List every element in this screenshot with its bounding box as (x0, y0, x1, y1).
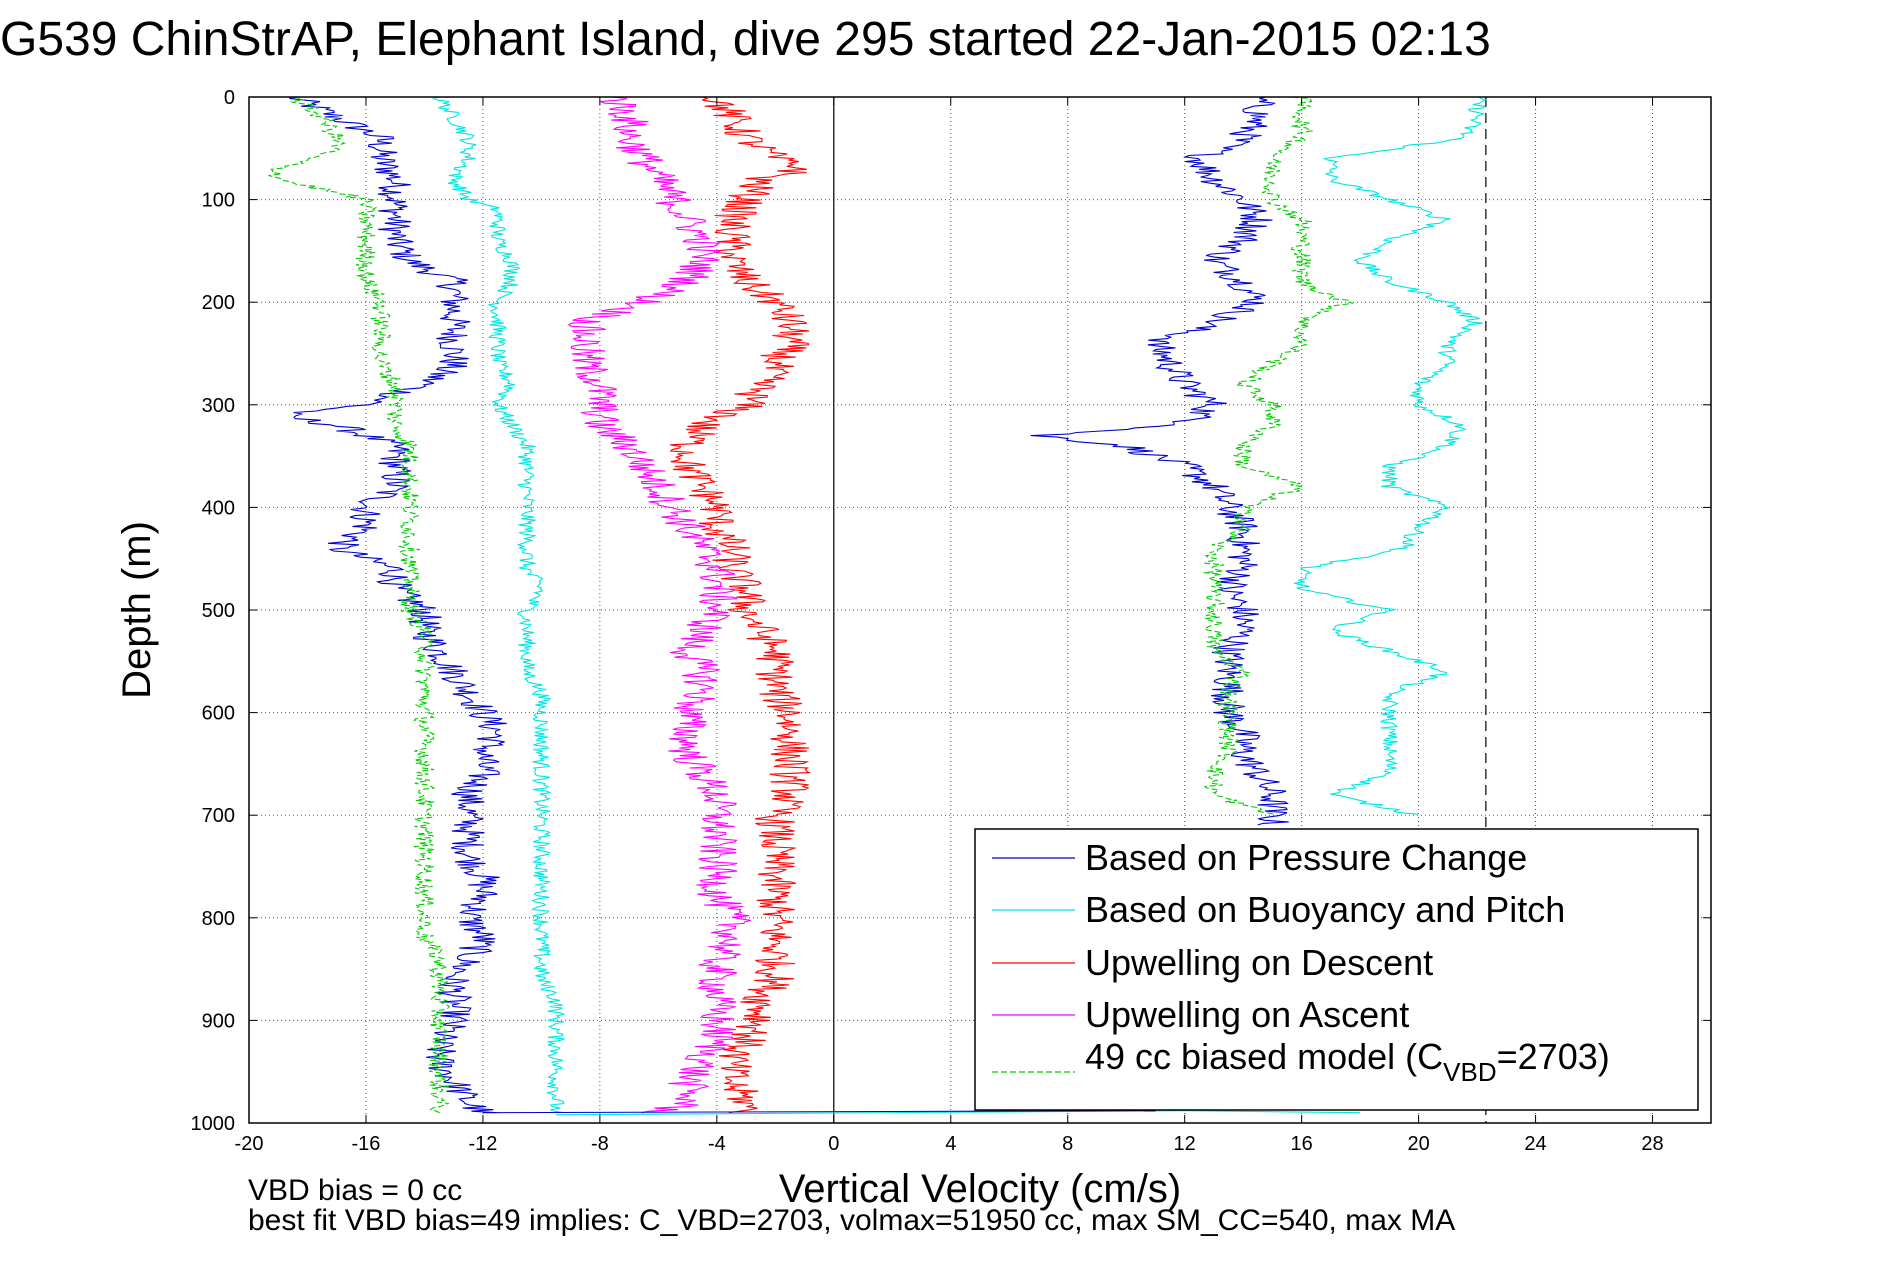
legend: Based on Pressure Change Based on Buoyanc… (974, 828, 1699, 1111)
x-tick-label: 4 (945, 1133, 956, 1155)
x-tick-label: -12 (468, 1133, 497, 1155)
y-tick-label: 300 (202, 395, 235, 417)
x-tick-label: 24 (1524, 1133, 1546, 1155)
x-tick-label: 16 (1291, 1133, 1313, 1155)
x-tick-label: -16 (352, 1133, 381, 1155)
x-tick-label: 20 (1407, 1133, 1429, 1155)
series-line-based-on-buoyancy-and-pitch (1293, 96, 1488, 815)
x-tick-label: 12 (1174, 1133, 1196, 1155)
x-tick-label: -4 (708, 1133, 726, 1155)
best-fit-note: best fit VBD bias=49 implies: C_VBD=2703… (248, 1204, 1455, 1237)
y-tick-label: 0 (224, 87, 235, 109)
series-line-49-cc-biased-model-cvbd-2703- (268, 96, 451, 1114)
series-line-based-on-pressure-change (289, 96, 507, 1114)
series-line-based-on-pressure-change (1030, 96, 1289, 826)
y-ticks: 0 100 200 300 400 500 600 700 800 900 1000 (191, 87, 1711, 1135)
legend-label: Upwelling on Descent (1085, 942, 1433, 983)
y-axis-label: Depth (m) (115, 521, 159, 699)
x-tick-label: 0 (828, 1133, 839, 1155)
legend-label: Upwelling on Ascent (1085, 994, 1409, 1035)
x-tick-label: 28 (1641, 1133, 1663, 1155)
series-line-upwelling-on-ascent (567, 96, 751, 1114)
legend-items: Based on Pressure Change Based on Buoyanc… (992, 837, 1610, 1087)
y-tick-label: 1000 (191, 1113, 236, 1135)
series-line-49-cc-biased-model-cvbd-2703- (1203, 96, 1354, 815)
y-tick-label: 700 (202, 805, 235, 827)
legend-label: 49 cc biased model (CVBD=2703) (1085, 1036, 1610, 1087)
x-axis-label: Vertical Velocity (cm/s) (779, 1167, 1181, 1211)
y-tick-label: 800 (202, 908, 235, 930)
legend-box (974, 828, 1699, 1111)
y-tick-label: 100 (202, 190, 235, 212)
y-tick-label: 400 (202, 497, 235, 519)
series-line-bottom-transient-blue (482, 1110, 1156, 1114)
x-tick-label: -8 (591, 1133, 609, 1155)
y-tick-label: 200 (202, 292, 235, 314)
y-tick-label: 600 (202, 703, 235, 725)
x-tick-label: -20 (235, 1133, 264, 1155)
chart-title: G539 ChinStrAP, Elephant Island, dive 29… (0, 13, 1491, 66)
series-line-upwelling-on-descent (669, 96, 812, 1114)
y-tick-label: 900 (202, 1010, 235, 1032)
vbd-bias-note: VBD bias = 0 cc (248, 1174, 462, 1207)
series-line-based-on-buoyancy-and-pitch (432, 96, 566, 1114)
legend-label: Based on Pressure Change (1085, 837, 1527, 878)
x-ticks: -20 -16 -12 -8 -4 0 4 8 12 16 20 24 28 (235, 97, 1664, 1155)
legend-label: Based on Buoyancy and Pitch (1085, 889, 1565, 930)
x-tick-label: 8 (1062, 1133, 1073, 1155)
y-tick-label: 500 (202, 600, 235, 622)
